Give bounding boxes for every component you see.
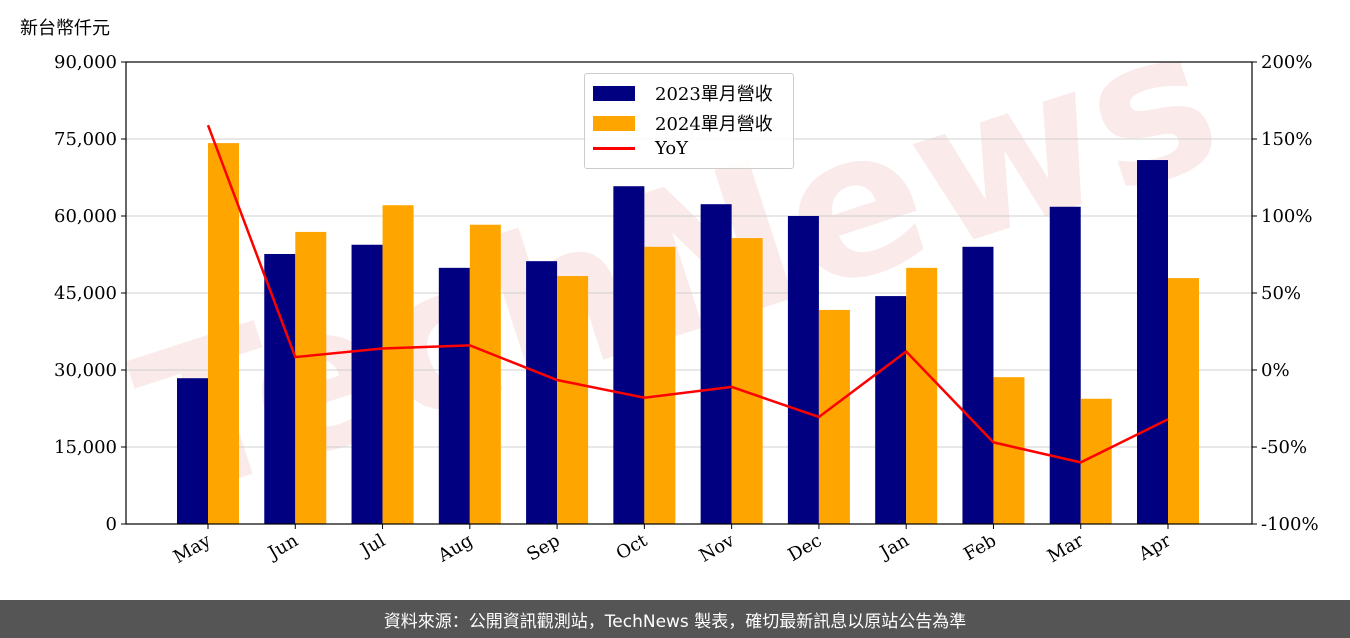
right-tick-label: -100% <box>1261 514 1319 535</box>
bar-2024-Oct <box>644 246 676 525</box>
bar-2024-Sep <box>557 276 589 524</box>
x-tick-label: Nov <box>696 530 739 567</box>
x-tick-label: Dec <box>784 530 825 566</box>
x-tick-label: Apr <box>1134 530 1174 565</box>
bar-2024-Jan <box>906 267 938 524</box>
left-tick-label: 30,000 <box>54 360 117 381</box>
legend-item-2023: 2023單月營收 <box>593 80 773 106</box>
legend-swatch-2023 <box>593 85 635 101</box>
left-tick-label: 15,000 <box>54 437 117 458</box>
yoy-line <box>206 124 1169 464</box>
bar-2023-Feb <box>962 246 994 525</box>
x-tick-label: Sep <box>523 530 563 565</box>
bar-2023-Jun <box>264 253 296 524</box>
left-tick-label: 90,000 <box>54 52 117 73</box>
footer-source: 資料來源：公開資訊觀測站，TechNews 製表，確切最新訊息以原站公告為準 <box>0 600 1350 638</box>
right-tick-label: 100% <box>1261 206 1312 227</box>
legend-swatch-2024 <box>593 115 635 131</box>
chart: TechNews015,00030,00045,00060,00075,0009… <box>54 0 1319 568</box>
bar-2024-Jun <box>295 231 327 524</box>
left-tick-label: 75,000 <box>54 129 117 150</box>
x-tick-label: Aug <box>434 530 477 567</box>
bar-2024-Nov <box>731 238 763 524</box>
bar-2024-Apr <box>1168 278 1199 524</box>
right-tick-label: -50% <box>1261 437 1307 458</box>
plot-frame <box>125 61 1253 525</box>
bar-2023-Sep <box>526 261 558 524</box>
right-tick-label: 200% <box>1261 52 1312 73</box>
left-tick-label: 45,000 <box>54 283 117 304</box>
left-tick-label: 60,000 <box>54 206 117 227</box>
legend-label-yoy: YoY <box>655 138 689 159</box>
legend-label-2024: 2024單月營收 <box>655 114 773 135</box>
x-tick-label: Jun <box>263 530 302 565</box>
bar-2024-Feb <box>993 377 1025 524</box>
bar-2023-Aug <box>438 267 470 524</box>
right-tick-label: 150% <box>1261 129 1312 150</box>
right-tick-label: 0% <box>1261 360 1290 381</box>
legend-label-2023: 2023單月營收 <box>655 84 773 105</box>
bar-2024-Mar <box>1080 398 1112 524</box>
legend-item-2024: 2024單月營收 <box>593 110 773 136</box>
x-tick-label: Feb <box>960 530 1000 565</box>
bar-2023-Dec <box>787 216 819 524</box>
bar-2024-Aug <box>469 224 501 524</box>
legend-line-yoy <box>593 147 635 150</box>
legend: 2023單月營收 2024單月營收 YoY <box>584 73 794 169</box>
bar-2024-Jul <box>382 205 414 524</box>
bar-2023-Mar <box>1049 206 1081 524</box>
bar-2023-Jul <box>351 244 383 524</box>
left-tick-label: 0 <box>106 514 117 535</box>
x-tick-label: Oct <box>613 530 652 565</box>
legend-item-yoy: YoY <box>593 138 688 159</box>
bar-2024-May <box>208 143 239 524</box>
bar-2023-Apr <box>1137 160 1168 524</box>
bar-2023-Jan <box>875 296 907 524</box>
x-tick-label: Jul <box>356 530 390 562</box>
bar-2023-Oct <box>613 186 645 524</box>
unit-label: 新台幣仟元 <box>20 18 110 39</box>
bar-2023-May <box>177 378 208 524</box>
x-tick-label: Mar <box>1044 530 1088 567</box>
x-tick-label: Jan <box>875 530 913 564</box>
bar-2023-Nov <box>700 204 732 524</box>
bar-2024-Dec <box>818 309 850 524</box>
right-tick-label: 50% <box>1261 283 1301 304</box>
